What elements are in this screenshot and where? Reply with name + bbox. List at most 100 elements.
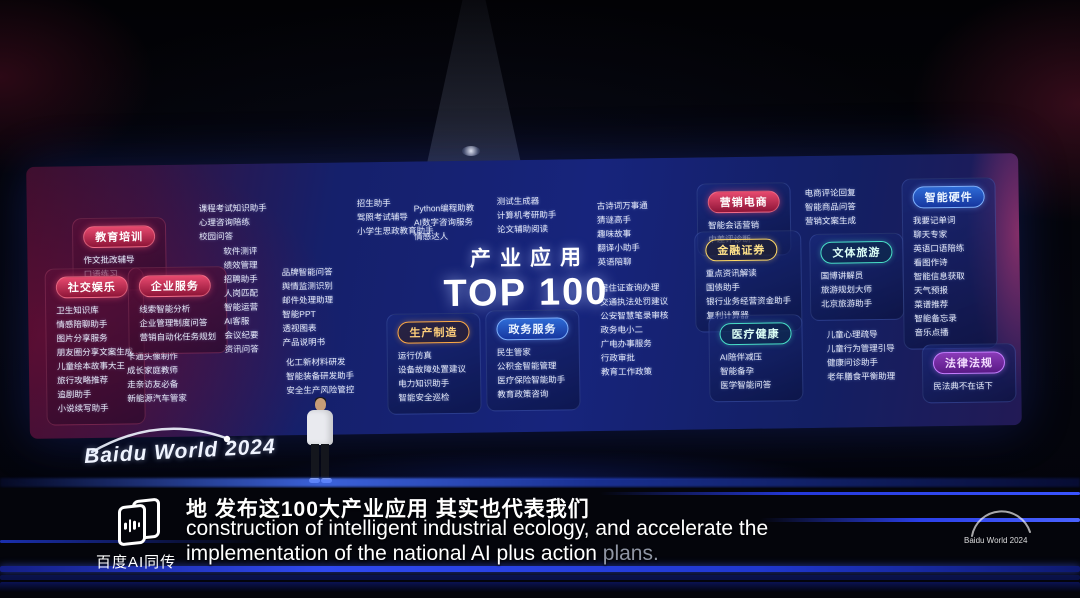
- app-item: 儿童绘本故事大王: [56, 360, 126, 372]
- app-item: 化工新材料研发: [285, 356, 346, 368]
- app-item: 银行业务经营资金助手: [706, 295, 792, 307]
- app-item: 智能安全巡检: [398, 392, 450, 403]
- screen-blocks: 教育培训作文批改辅导口语练习课程考试知识助手心理咨询陪练校园问答招生助手驾照考试…: [26, 153, 1018, 426]
- app-item: 北京旅游助手: [821, 298, 873, 309]
- swoosh-arc-icon: [90, 427, 231, 454]
- screen-block-social2: 卡通头像制作 成长家庭教师 走亲访友必备 新能源汽车管家: [127, 349, 187, 406]
- app-item: 智能PPT: [282, 308, 316, 320]
- app-item: 趣味故事: [597, 228, 632, 239]
- caption-en-line2-main: implementation of the national AI plus a…: [186, 542, 597, 565]
- app-item: 软件测评: [223, 245, 258, 257]
- app-item: 会议纪要: [224, 329, 259, 341]
- category-badge: 金融证券: [705, 238, 778, 262]
- app-item: 电商评论回复: [804, 187, 856, 199]
- app-item: 朋友圈分享文案生成: [56, 346, 134, 358]
- light-streak: [0, 575, 1080, 580]
- app-item: 旅行攻略推荐: [57, 374, 109, 386]
- category-badge: 教育培训: [82, 225, 156, 249]
- caption-band: [0, 488, 1080, 598]
- app-item: 聊天专家: [913, 229, 948, 240]
- spotlight-beam: [426, 0, 522, 168]
- app-item: 儿童心理疏导: [826, 329, 878, 340]
- screen-block-hw: 智能硬件 我要记单词 聊天专家 英语口语陪练 看图作诗 智能信息获取 天气预报 菜谱推荐 智能备…: [901, 177, 998, 350]
- category-badge: 智能硬件: [912, 185, 985, 209]
- app-item: 音乐点播: [914, 327, 949, 338]
- app-item: 健康问诊助手: [826, 357, 879, 368]
- app-item: 智能装备研发助手: [286, 370, 355, 382]
- app-item: 智能备孕: [720, 365, 755, 377]
- app-item: 我要记单词: [912, 214, 956, 226]
- app-item: 安全生产风险管控: [286, 384, 355, 396]
- app-item: 成长家庭教师: [126, 364, 179, 376]
- app-item: 智能商品问答: [804, 201, 856, 213]
- screen-block-edu2: 课程考试知识助手 心理咨询陪练 校园问答: [199, 201, 268, 244]
- app-item: 菜谱推荐: [914, 299, 949, 310]
- app-item: 图片分享服务: [56, 332, 108, 344]
- app-item: 政务电小二: [600, 324, 644, 335]
- screen-block-ent2: 软件测评 绩效管理 招聘助手 人岗匹配 智能运营 AI客服 会议纪要 资讯问答: [223, 244, 259, 356]
- caption-zh: 地 发布这100大产业应用 其实也代表我们: [186, 498, 590, 521]
- app-item: 运行仿真: [397, 350, 432, 361]
- category-badge: 法律法规: [932, 351, 1006, 375]
- app-item: 猜谜高手: [596, 214, 632, 225]
- app-item: 资讯问答: [224, 343, 259, 355]
- app-item: 营销文案生成: [804, 215, 857, 227]
- app-item: 舆情监测识别: [281, 280, 333, 292]
- app-item: 国博讲解员: [820, 270, 864, 281]
- screen-block-sport: 文体旅游 国博讲解员 旅游规划大师 北京旅游助手: [809, 232, 905, 322]
- app-item: 古诗词万事通: [596, 200, 648, 211]
- category-badge: 文体旅游: [820, 240, 893, 264]
- category-badge: 企业服务: [138, 274, 211, 298]
- app-item: 电力知识助手: [398, 378, 450, 389]
- app-item: 透视图表: [282, 322, 317, 334]
- app-item: 老年膳食平衡助理: [827, 370, 896, 382]
- app-item: 测试生成器: [496, 195, 540, 207]
- category-badge: 政务服务: [496, 317, 569, 341]
- category-badge: 生产制造: [397, 320, 470, 344]
- app-item: Python编程助教: [413, 202, 475, 214]
- category-badge: 医疗健康: [719, 322, 792, 346]
- caption-en-line2-faded: plans.: [596, 542, 659, 565]
- app-item: 卫生知识库: [56, 304, 99, 316]
- app-item: 心理咨询陪练: [198, 216, 251, 228]
- app-item: 广电办事服务: [600, 338, 652, 349]
- app-item: 民生管家: [496, 346, 531, 358]
- light-streak: [0, 582, 1080, 592]
- spotlight-lamp: [462, 146, 480, 156]
- app-item: 智能信息获取: [913, 270, 965, 282]
- app-item: 医学智能问答: [720, 379, 772, 391]
- app-item: 品牌智能问答: [281, 266, 333, 278]
- watermark-text: Baidu World 2024: [964, 536, 1028, 545]
- screen-block-gov: 政务服务 民生管家 公积金智能管理 医疗保险智能助手 教育政策咨询: [485, 309, 581, 412]
- app-item: 营销自动化任务规划: [139, 331, 217, 343]
- light-streak: [760, 518, 1080, 522]
- app-item: 情感陪聊助手: [56, 318, 108, 330]
- app-item: AI陪伴减压: [719, 351, 762, 363]
- screen-block-mfg: 生产制造 运行仿真 设备故障处置建议 电力知识助手 智能安全巡检: [386, 312, 482, 415]
- app-item: 教育工作政策: [600, 366, 653, 377]
- screen-block-ent: 企业服务 线索智能分析 企业管理制度问答 营销自动化任务规划: [127, 266, 228, 355]
- app-item: 校园问答: [199, 231, 234, 242]
- app-item: 情感达人: [414, 231, 449, 242]
- app-item: 英语口语陪练: [913, 242, 965, 254]
- app-item: 民法典不在话下: [933, 380, 993, 392]
- screen-block-mkt2: 电商评论回复 智能商品问答 营销文案生成: [804, 185, 857, 228]
- app-item: 论文辅助阅读: [496, 223, 549, 235]
- app-item: 走亲访友必备: [127, 378, 179, 390]
- app-item: 产品说明书: [282, 336, 326, 348]
- screen-block-med: 医疗健康 AI陪伴减压 智能备孕医学智能问答: [708, 314, 804, 403]
- app-item: 医疗保险智能助手: [497, 374, 566, 386]
- watermark: Baidu World 2024: [952, 500, 1062, 556]
- watermark-arc-icon: [971, 510, 1031, 537]
- category-badge: 营销电商: [707, 190, 780, 214]
- screen-block-law: 法律法规民法典不在话下: [921, 343, 1017, 404]
- screen-block-med2: 儿童心理疏导 儿童行为管理引导 健康问诊助手 老年膳食平衡助理: [826, 327, 896, 384]
- app-item: 新能源汽车管家: [127, 392, 187, 404]
- led-screen: 产业应用 TOP 100 教育培训作文批改辅导口语练习课程考试知识助手心理咨询陪…: [26, 153, 1022, 439]
- screen-title-text: 产业应用: [469, 246, 591, 271]
- app-item: 国债助手: [705, 281, 740, 293]
- app-item: 邮件处理助理: [281, 294, 334, 306]
- app-item: 线索智能分析: [139, 303, 191, 315]
- app-item: 行政审批: [600, 352, 635, 363]
